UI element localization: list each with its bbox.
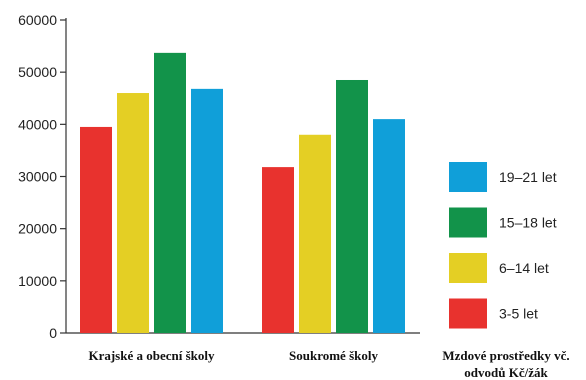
y-tick-label: 50000 <box>18 64 57 80</box>
legend-swatch <box>449 162 487 192</box>
bar <box>191 88 223 333</box>
category-label: Soukromé školy <box>289 348 378 363</box>
legend-label: 3-5 let <box>499 306 538 322</box>
legend-label: 15–18 let <box>499 215 557 231</box>
legend-label: 6–14 let <box>499 260 549 276</box>
x-axis-title-line-1: Mzdové prostředky vč. <box>442 348 569 363</box>
y-tick-label: 60000 <box>18 12 57 28</box>
bar <box>262 167 294 333</box>
bar <box>373 119 405 333</box>
bar <box>80 126 112 333</box>
bar <box>299 134 331 333</box>
bar <box>336 79 368 333</box>
y-tick-label: 30000 <box>18 169 57 185</box>
category-label: Krajské a obecní školy <box>88 348 215 363</box>
legend-swatch <box>449 298 487 329</box>
legend-swatch <box>449 253 487 283</box>
bar <box>117 93 149 334</box>
x-axis-title-line-2: odvodů Kč/žák <box>464 365 548 380</box>
y-tick-label: 20000 <box>18 221 57 237</box>
legend-label: 19–21 let <box>499 169 557 185</box>
bars <box>80 52 405 334</box>
bar <box>154 52 186 334</box>
legend: 19–21 let 15–18 let 6–14 let 3-5 let <box>449 162 557 329</box>
y-axis: 0 10000 20000 30000 40000 50000 60000 <box>18 12 420 341</box>
y-tick-label: 0 <box>49 325 57 341</box>
y-tick-label: 40000 <box>18 116 57 132</box>
y-tick-label: 10000 <box>18 273 57 289</box>
legend-swatch <box>449 207 487 238</box>
category-labels: Krajské a obecní školy Soukromé školy <box>88 348 378 363</box>
